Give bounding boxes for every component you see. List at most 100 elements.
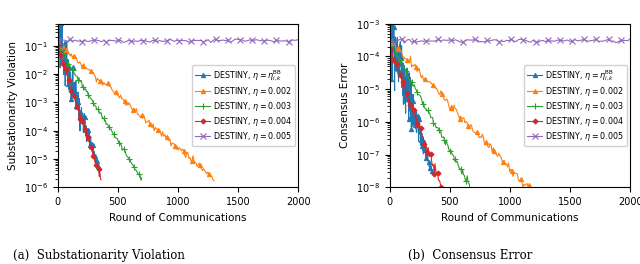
DESTINY, $\eta = 0.002$ xyxy=(210,179,218,182)
DESTINY, $\eta = 0.003$ xyxy=(74,75,81,78)
X-axis label: Round of Communications: Round of Communications xyxy=(109,213,246,223)
DESTINY, $\eta = 0.002$ xyxy=(106,85,114,88)
DESTINY, $\eta = 0.004$ xyxy=(440,194,448,197)
DESTINY, $\eta = 0.005$ xyxy=(294,38,302,41)
DESTINY, $\eta = 0.002$ xyxy=(440,98,448,101)
DESTINY, $\eta = 0.004$ xyxy=(424,150,431,154)
Line: DESTINY, $\eta = 0.003$: DESTINY, $\eta = 0.003$ xyxy=(387,43,483,206)
DESTINY, $\eta = 0.002$ xyxy=(143,120,150,124)
DESTINY, $\eta = \eta_{i,k}^{\mathrm{BB}}$ xyxy=(428,169,436,172)
DESTINY, $\eta = 0.003$ xyxy=(386,44,394,48)
Y-axis label: Consensus Error: Consensus Error xyxy=(340,63,350,148)
DESTINY, $\eta = 0.003$ xyxy=(472,196,480,199)
DESTINY, $\eta = 0.004$ xyxy=(411,114,419,117)
Line: DESTINY, $\eta = 0.004$: DESTINY, $\eta = 0.004$ xyxy=(388,45,445,198)
DESTINY, $\eta = \eta_{i,k}^{\mathrm{BB}}$ xyxy=(403,94,411,97)
DESTINY, $\eta = 0.005$ xyxy=(54,40,61,43)
DESTINY, $\eta = 0.003$ xyxy=(440,138,448,141)
DESTINY, $\eta = 0.005$ xyxy=(212,37,220,41)
DESTINY, $\eta = 0.004$ xyxy=(387,46,394,49)
DESTINY, $\eta = 0.002$ xyxy=(499,160,507,163)
DESTINY, $\eta = 0.002$ xyxy=(137,116,145,119)
DESTINY, $\eta = 0.003$ xyxy=(474,201,481,204)
DESTINY, $\eta = 0.003$ xyxy=(470,189,477,192)
DESTINY, $\eta = 0.002$ xyxy=(472,131,480,135)
DESTINY, $\eta = 0.002$ xyxy=(451,107,459,110)
Y-axis label: Substationarity Violation: Substationarity Violation xyxy=(8,41,18,170)
DESTINY, $\eta = \eta_{i,k}^{\mathrm{BB}}$ xyxy=(428,169,435,173)
DESTINY, $\eta = 0.002$ xyxy=(546,213,554,216)
DESTINY, $\eta = 0.005$ xyxy=(178,39,186,42)
DESTINY, $\eta = 0.003$ xyxy=(104,124,111,127)
Text: (a)  Substationarity Violation: (a) Substationarity Violation xyxy=(13,249,185,262)
DESTINY, $\eta = 0.003$ xyxy=(404,77,412,80)
Line: DESTINY, $\eta = 0.005$: DESTINY, $\eta = 0.005$ xyxy=(387,36,633,46)
DESTINY, $\eta = 0.002$ xyxy=(163,135,171,138)
DESTINY, $\eta = 0.005$ xyxy=(207,41,214,44)
DESTINY, $\eta = \eta_{i,k}^{\mathrm{BB}}$ xyxy=(94,166,102,169)
DESTINY, $\eta = 0.002$ xyxy=(54,43,61,46)
DESTINY, $\eta = \eta_{i,k}^{\mathrm{BB}}$ xyxy=(56,48,63,51)
DESTINY, $\eta = \eta_{i,k}^{\mathrm{BB}}$ xyxy=(55,13,63,16)
DESTINY, $\eta = 0.005$ xyxy=(609,40,617,43)
DESTINY, $\eta = \eta_{i,k}^{\mathrm{BB}}$ xyxy=(393,55,401,58)
DESTINY, $\eta = 0.005$ xyxy=(109,39,117,42)
Line: DESTINY, $\eta = 0.002$: DESTINY, $\eta = 0.002$ xyxy=(56,40,216,183)
DESTINY, $\eta = 0.002$ xyxy=(116,93,124,97)
DESTINY, $\eta = 0.005$ xyxy=(532,40,540,44)
DESTINY, $\eta = 0.004$ xyxy=(419,135,427,139)
DESTINY, $\eta = 0.005$ xyxy=(386,39,394,43)
DESTINY, $\eta = \eta_{i,k}^{\mathrm{BB}}$ xyxy=(65,88,73,91)
Legend: DESTINY, $\eta = \eta_{i,k}^{\mathrm{BB}}$, DESTINY, $\eta = 0.002$, DESTINY, $\: DESTINY, $\eta = \eta_{i,k}^{\mathrm{BB}… xyxy=(192,65,295,146)
DESTINY, $\eta = 0.002$ xyxy=(386,43,394,46)
DESTINY, $\eta = 0.003$ xyxy=(433,126,441,129)
DESTINY, $\eta = 0.005$ xyxy=(617,39,625,42)
Text: (b)  Consensus Error: (b) Consensus Error xyxy=(408,249,532,262)
DESTINY, $\eta = 0.004$ xyxy=(83,139,91,142)
DESTINY, $\eta = 0.002$ xyxy=(521,184,529,187)
DESTINY, $\eta = 0.002$ xyxy=(184,151,191,154)
DESTINY, $\eta = \eta_{i,k}^{\mathrm{BB}}$ xyxy=(410,124,418,127)
DESTINY, $\eta = 0.002$ xyxy=(388,41,396,44)
DESTINY, $\eta = 0.004$ xyxy=(79,124,87,127)
DESTINY, $\eta = \eta_{i,k}^{\mathrm{BB}}$ xyxy=(403,85,411,88)
X-axis label: Round of Communications: Round of Communications xyxy=(442,213,579,223)
DESTINY, $\eta = 0.002$ xyxy=(479,133,486,136)
Line: DESTINY, $\eta = 0.004$: DESTINY, $\eta = 0.004$ xyxy=(56,43,102,182)
DESTINY, $\eta = 0.004$ xyxy=(54,43,61,46)
DESTINY, $\eta = \eta_{i,k}^{\mathrm{BB}}$ xyxy=(56,56,64,59)
DESTINY, $\eta = \eta_{i,k}^{\mathrm{BB}}$ xyxy=(415,133,423,136)
Line: DESTINY, $\eta = \eta_{i,k}^{\mathrm{BB}}$: DESTINY, $\eta = \eta_{i,k}^{\mathrm{BB}… xyxy=(56,12,102,175)
Line: DESTINY, $\eta = 0.003$: DESTINY, $\eta = 0.003$ xyxy=(55,43,145,183)
DESTINY, $\eta = 0.004$ xyxy=(422,143,429,146)
DESTINY, $\eta = 0.005$ xyxy=(401,41,408,45)
DESTINY, $\eta = 0.004$ xyxy=(419,135,426,138)
DESTINY, $\eta = 0.003$ xyxy=(387,44,394,47)
DESTINY, $\eta = 0.003$ xyxy=(131,168,139,171)
DESTINY, $\eta = 0.004$ xyxy=(435,178,442,182)
DESTINY, $\eta = 0.005$ xyxy=(280,39,287,43)
DESTINY, $\eta = 0.003$ xyxy=(476,201,484,204)
Line: DESTINY, $\eta = \eta_{i,k}^{\mathrm{BB}}$: DESTINY, $\eta = \eta_{i,k}^{\mathrm{BB}… xyxy=(388,0,434,173)
DESTINY, $\eta = 0.003$ xyxy=(97,111,105,114)
DESTINY, $\eta = 0.005$ xyxy=(100,39,108,42)
DESTINY, $\eta = \eta_{i,k}^{\mathrm{BB}}$ xyxy=(426,166,434,169)
DESTINY, $\eta = \eta_{i,k}^{\mathrm{BB}}$ xyxy=(386,28,394,31)
DESTINY, $\eta = 0.003$ xyxy=(70,72,77,75)
DESTINY, $\eta = 0.003$ xyxy=(138,176,146,180)
DESTINY, $\eta = 0.004$ xyxy=(73,105,81,108)
DESTINY, $\eta = 0.004$ xyxy=(82,133,90,136)
Legend: DESTINY, $\eta = \eta_{i,k}^{\mathrm{BB}}$, DESTINY, $\eta = 0.002$, DESTINY, $\: DESTINY, $\eta = \eta_{i,k}^{\mathrm{BB}… xyxy=(524,65,627,146)
DESTINY, $\eta = 0.005$ xyxy=(444,39,452,42)
DESTINY, $\eta = 0.005$ xyxy=(197,39,205,42)
DESTINY, $\eta = 0.005$ xyxy=(435,37,442,41)
DESTINY, $\eta = \eta_{i,k}^{\mathrm{BB}}$ xyxy=(62,69,70,73)
DESTINY, $\eta = 0.004$ xyxy=(92,163,100,166)
DESTINY, $\eta = 0.005$ xyxy=(287,39,295,42)
DESTINY, $\eta = \eta_{i,k}^{\mathrm{BB}}$ xyxy=(54,32,61,35)
DESTINY, $\eta = \eta_{i,k}^{\mathrm{BB}}$ xyxy=(93,162,100,165)
DESTINY, $\eta = 0.004$ xyxy=(80,125,88,129)
Line: DESTINY, $\eta = 0.002$: DESTINY, $\eta = 0.002$ xyxy=(388,40,554,216)
DESTINY, $\eta = 0.003$ xyxy=(54,44,61,47)
DESTINY, $\eta = 0.003$ xyxy=(137,179,145,182)
